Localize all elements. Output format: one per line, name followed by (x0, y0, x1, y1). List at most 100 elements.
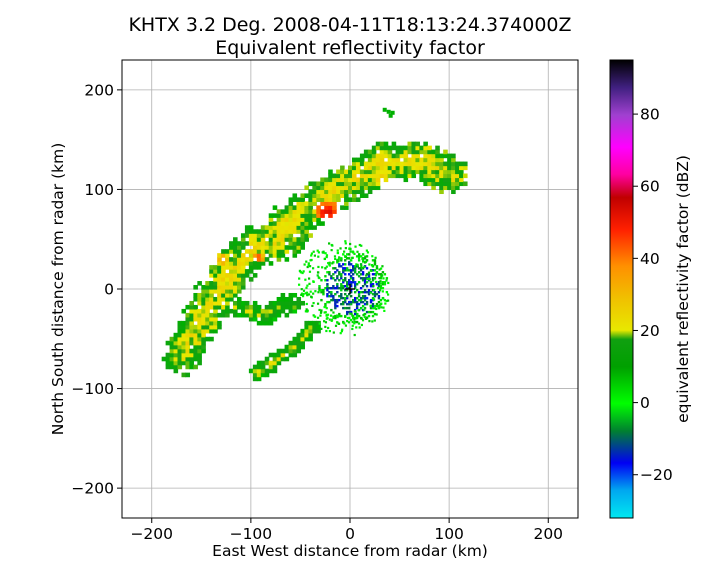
echo-cell (277, 305, 282, 310)
echo-cell (431, 181, 436, 186)
echo-cell (269, 253, 274, 258)
fringe-cell (299, 270, 301, 272)
fringe-cell (306, 285, 308, 287)
echo-cell (277, 309, 282, 314)
colorbar-tick-label: 60 (640, 178, 660, 196)
echo-cell (277, 249, 282, 254)
echo-cell (178, 333, 183, 338)
fringe-cell (332, 317, 334, 319)
echo-cell (380, 154, 385, 159)
echo-cell (293, 305, 298, 310)
echo-cell (296, 249, 301, 254)
fringe-cell (338, 258, 340, 260)
echo-cell (257, 237, 262, 242)
echo-cell (463, 181, 468, 186)
echo-cell (265, 317, 270, 322)
echo-cell (205, 285, 210, 290)
echo-cell (364, 166, 369, 171)
fringe-cell (345, 325, 347, 327)
echo-cell (316, 181, 321, 186)
echo-cell (193, 357, 198, 362)
echo-cell (392, 158, 397, 163)
echo-cell (431, 166, 436, 171)
echo-cell (277, 353, 282, 358)
echo-cell (308, 329, 313, 334)
echo-cell (320, 193, 325, 198)
echo-cell (411, 170, 416, 175)
echo-cell (205, 321, 210, 326)
echo-cell (372, 174, 377, 179)
echo-cell (404, 158, 409, 163)
echo-cell (193, 325, 198, 330)
echo-cell (197, 345, 202, 350)
fringe-cell (361, 318, 363, 320)
echo-cell (316, 329, 321, 334)
echo-cell (249, 257, 254, 262)
fringe-cell (348, 321, 350, 323)
fringe-cell (331, 249, 333, 251)
echo-cell (360, 185, 365, 190)
echo-cell (193, 313, 198, 318)
fringe-cell (326, 307, 328, 309)
echo-cell (221, 281, 226, 286)
echo-cell (404, 170, 409, 175)
echo-cell (197, 353, 202, 358)
echo-cell (423, 181, 428, 186)
echo-cell (360, 177, 365, 182)
echo-cell (356, 158, 361, 163)
colorbar-tick-label: 80 (640, 106, 660, 124)
echo-cell (344, 181, 349, 186)
echo-cell (344, 177, 349, 182)
clutter-cell (330, 309, 332, 311)
fringe-cell (374, 319, 376, 321)
echo-cell (285, 213, 290, 218)
echo-cell (344, 205, 349, 210)
echo-cell (316, 205, 321, 210)
echo-cell (423, 158, 428, 163)
echo-cell (352, 177, 357, 182)
colorbar (610, 60, 633, 518)
echo-cell (372, 162, 377, 167)
clutter-cell (326, 283, 328, 285)
fringe-cell (371, 320, 373, 322)
fringe-cell (329, 330, 331, 332)
echo-cell (427, 150, 432, 155)
echo-cell (213, 289, 218, 294)
echo-cell (273, 361, 278, 366)
echo-cell (189, 317, 194, 322)
fringe-cell (298, 277, 300, 279)
echo-cell (308, 233, 313, 238)
echo-cell (336, 185, 341, 190)
echo-cell (392, 162, 397, 167)
echo-cell (400, 174, 405, 179)
clutter-cell (358, 259, 360, 261)
echo-cell (221, 293, 226, 298)
fringe-cell (319, 315, 321, 317)
echo-cell (300, 337, 305, 342)
echo-cell (396, 146, 401, 151)
echo-cell (261, 365, 266, 370)
echo-cell (293, 337, 298, 342)
echo-cell (344, 193, 349, 198)
echo-cell (356, 197, 361, 202)
fringe-cell (356, 313, 358, 315)
echo-cell (300, 241, 305, 246)
clutter-cell (318, 285, 320, 287)
echo-cell (304, 329, 309, 334)
echo-cell (388, 174, 393, 179)
echo-cell (289, 305, 294, 310)
echo-cell (261, 373, 266, 378)
echo-cell (360, 154, 365, 159)
echo-cell (257, 305, 262, 310)
echo-cell (265, 321, 270, 326)
echo-cell (185, 329, 190, 334)
echo-cell (308, 221, 313, 226)
echo-cell (170, 357, 175, 362)
fringe-cell (358, 322, 360, 324)
fringe-cell (376, 313, 378, 315)
echo-cell (233, 301, 238, 306)
echo-cell (221, 289, 226, 294)
echo-cell (193, 365, 198, 370)
echo-cell (415, 154, 420, 159)
